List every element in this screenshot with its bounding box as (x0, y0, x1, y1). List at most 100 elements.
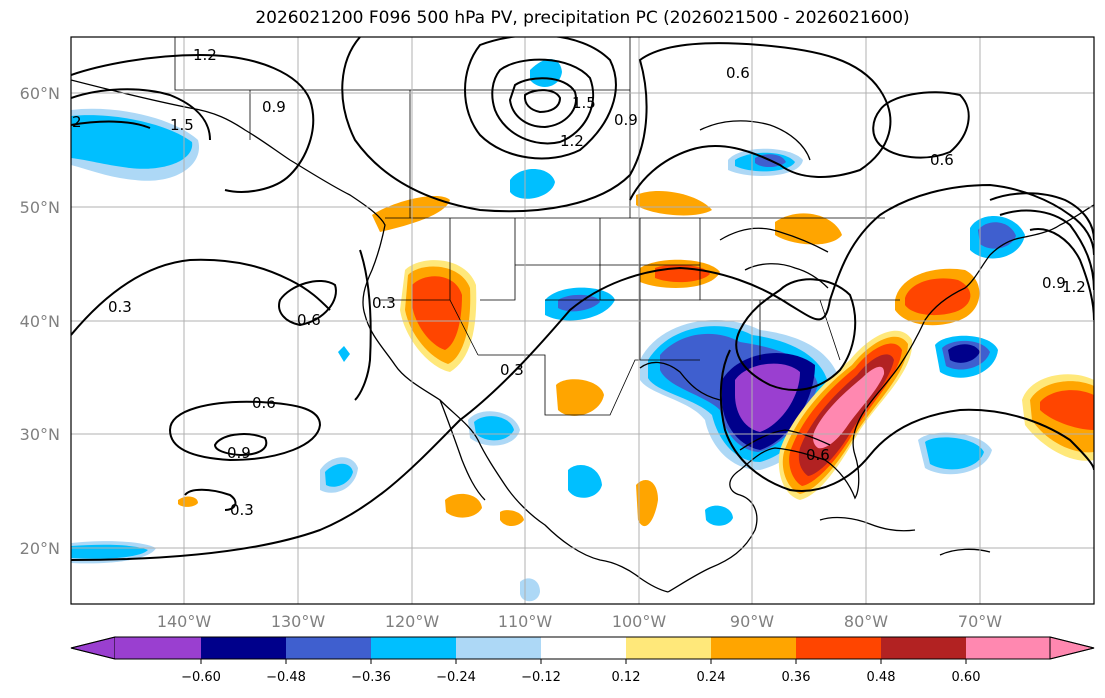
colorbar-tick-label: 0.48 (867, 670, 896, 685)
contour-label: 0.6 (252, 394, 276, 412)
colorbar-tick-label: 0.36 (782, 670, 811, 685)
colorbar-tick-label: −0.60 (181, 670, 221, 685)
contour-label: 0.3 (500, 361, 524, 379)
colorbar-swatch (456, 637, 541, 659)
precip-anomaly-shading (71, 58, 1094, 602)
lat-label: 30°N (20, 425, 60, 444)
pv-contour-line (71, 88, 211, 141)
lat-label: 40°N (20, 312, 60, 331)
pv-contour-line (278, 280, 337, 327)
contour-label: 2 (72, 113, 82, 131)
pv-contour-line (735, 278, 857, 391)
pv-contour-line (999, 209, 1094, 291)
pv-contour-line (184, 488, 237, 511)
contour-label: 0.9 (614, 111, 638, 129)
pv-contour-line (872, 91, 970, 159)
contour-label: 0.3 (108, 298, 132, 316)
lon-label: 140°W (157, 612, 212, 631)
colorbar-swatch (796, 637, 881, 659)
lat-label: 60°N (20, 84, 60, 103)
lon-label: 80°W (844, 612, 888, 631)
pv-contour-line (213, 433, 268, 457)
precip-blob (775, 213, 842, 245)
precip-blob (905, 278, 971, 316)
contour-label: 0.3 (230, 501, 254, 519)
pv-contour-line (491, 58, 595, 145)
precip-blob (71, 115, 193, 169)
pv-contour-line (71, 120, 151, 129)
pv-contour-line (719, 349, 1094, 492)
precip-blob (925, 437, 984, 470)
lon-label: 110°W (498, 612, 553, 631)
colorbar-swatch (626, 637, 711, 659)
colorbar-swatch (541, 637, 626, 659)
lon-label: 120°W (385, 612, 440, 631)
precip-blob (372, 195, 450, 232)
colorbar-swatch (966, 637, 1050, 659)
precip-blob (705, 505, 733, 526)
contour-label: 0.9 (262, 98, 286, 116)
pv-contour-line (71, 258, 331, 336)
precip-blob (500, 510, 524, 526)
pv-contour-line (341, 37, 892, 213)
colorbar-extend-low (70, 636, 116, 660)
lon-label: 90°W (730, 612, 774, 631)
precip-blob (556, 379, 604, 416)
pv-contour-line (1029, 228, 1094, 321)
contour-label: 1.2 (560, 132, 584, 150)
contour-label: 0.6 (297, 311, 321, 329)
colorbar: −0.60 −0.48 −0.36 −0.24 −0.12 0.12 0.24 … (70, 636, 1095, 685)
colorbar-swatch (881, 637, 966, 659)
pv-contour-line (71, 53, 315, 193)
pv-contour-line (464, 37, 617, 160)
contour-label: 1.2 (1062, 278, 1086, 296)
precip-blob (1040, 390, 1094, 430)
lon-label: 70°W (958, 612, 1002, 631)
colorbar-tick-label: 0.12 (612, 670, 641, 685)
colorbar-swatch (371, 637, 456, 659)
precip-blob (510, 168, 555, 199)
latitude-labels: 60°N 50°N 40°N 30°N 20°N (20, 84, 60, 558)
colorbar-tick-label: −0.48 (266, 670, 306, 685)
colorbar-tick-label: 0.24 (697, 670, 726, 685)
precip-blob (445, 493, 482, 518)
contour-labels: 1.2 0.6 0.9 1.5 1.2 1.5 0.9 0.6 0.3 0.6 … (72, 46, 1086, 519)
contour-label: 0.6 (726, 64, 750, 82)
map-frame (70, 36, 1095, 605)
precip-blob (325, 463, 353, 487)
colorbar-outline (70, 636, 1095, 660)
longitude-labels: 140°W 130°W 120°W 110°W 100°W 90°W 80°W … (157, 612, 1002, 631)
lon-label: 100°W (612, 612, 667, 631)
political-borders (174, 37, 900, 416)
contour-label: 0.9 (227, 444, 251, 462)
pv-contours (71, 37, 1094, 561)
colorbar-swatch (286, 637, 371, 659)
lon-label: 130°W (271, 612, 326, 631)
precip-blob (948, 344, 980, 363)
colorbar-extend-high (1049, 636, 1095, 660)
pv-contour-line (989, 192, 1094, 241)
precip-blob (178, 496, 198, 507)
precip-blob (338, 346, 350, 362)
colorbar-tick-label: −0.12 (521, 670, 561, 685)
colorbar-swatch (115, 637, 201, 659)
precip-blob (568, 465, 602, 498)
pv-contour-line (523, 89, 562, 114)
pv-contour-line (508, 77, 577, 129)
precip-blob (412, 276, 462, 350)
contour-label: 1.5 (170, 116, 194, 134)
colorbar-tick-label: −0.36 (351, 670, 391, 685)
precip-blob (636, 190, 712, 216)
contour-label: 1.2 (193, 46, 217, 64)
contour-label: 0.6 (930, 151, 954, 169)
colorbar-swatch (201, 637, 286, 659)
contour-label: 1.5 (572, 94, 596, 112)
contour-label: 0.9 (1042, 274, 1066, 292)
precip-blob (636, 480, 658, 527)
colorbar-tick-label: −0.24 (436, 670, 476, 685)
lat-label: 20°N (20, 539, 60, 558)
map-title: 2026021200 F096 500 hPa PV, precipitatio… (255, 8, 910, 28)
contour-label: 0.3 (372, 294, 396, 312)
colorbar-tick-label: 0.60 (952, 670, 981, 685)
